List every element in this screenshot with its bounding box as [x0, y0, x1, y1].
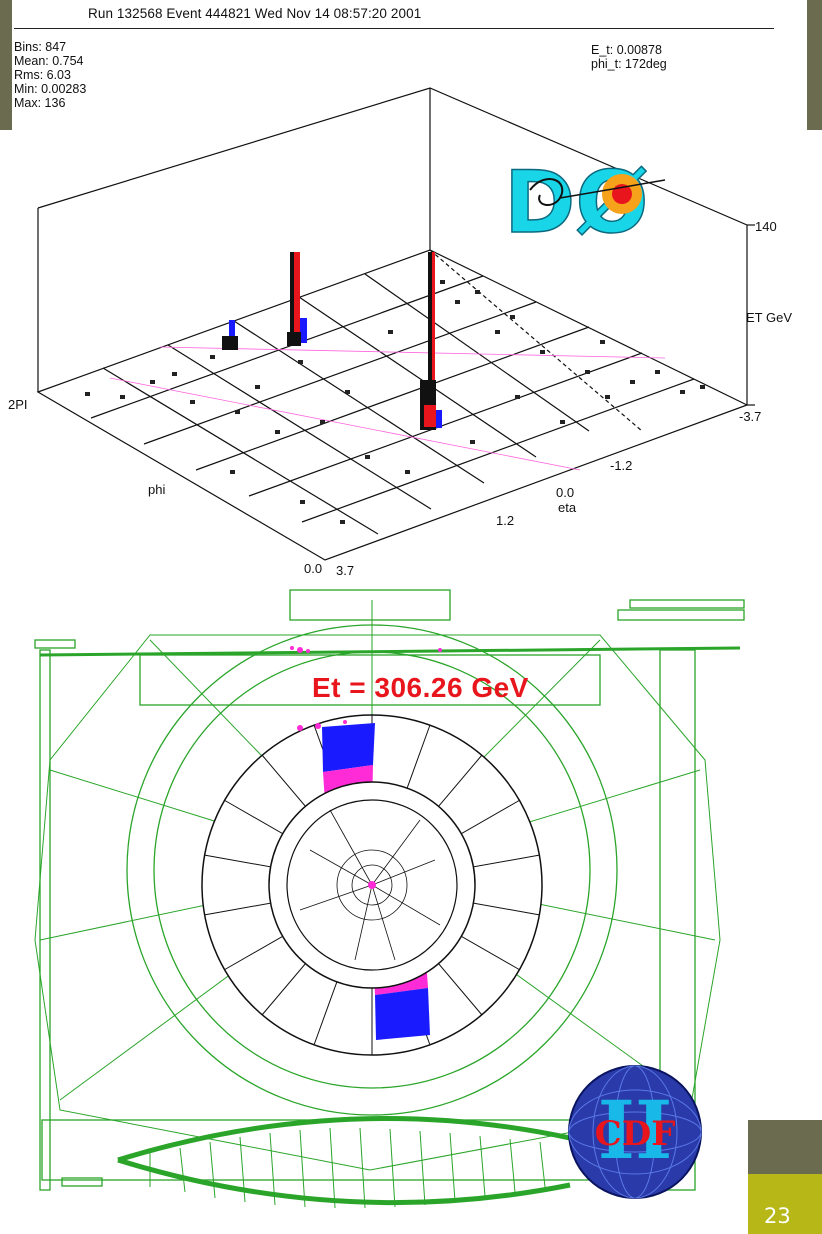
cdf-muon-hits: [290, 646, 442, 731]
stat-max: Max: 136: [14, 96, 66, 110]
lego-eta-tick-4: 3.7: [336, 563, 355, 578]
cdf-logo: II CDF: [568, 1065, 702, 1199]
header-divider: [14, 28, 774, 29]
lego-eta-tick-3: 1.2: [496, 513, 515, 528]
cdf-logo-letters: CDF: [595, 1114, 676, 1154]
lego-eta-label: eta: [558, 500, 577, 515]
histogram-stats: Bins: 847 Mean: 0.754 Rms: 6.03 Min: 0.0…: [14, 40, 86, 110]
page-badge-top: [748, 1120, 822, 1174]
lego-eta-tick-0: -3.7: [739, 409, 762, 424]
et-value-label: Et = 306.26 GeV: [312, 672, 529, 703]
event-missing-et: E_t: 0.00878 phi_t: 172deg: [591, 43, 667, 71]
lego-phi-max-label: 2PI: [8, 397, 28, 412]
run-event-header: Run 132568 Event 444821 Wed Nov 14 08:57…: [88, 6, 422, 21]
page-badge: [748, 1174, 822, 1234]
cdf-had-deposit-bottom: [375, 988, 430, 1040]
cdf-had-deposit-top: [322, 723, 375, 772]
lego-phi-label: phi: [148, 482, 166, 497]
lego-phi-zero-label: 0.0: [304, 561, 323, 576]
lego-eta-tick-1: -1.2: [610, 458, 633, 473]
stat-mean: Mean: 0.754: [14, 54, 84, 68]
stat-rms: Rms: 6.03: [14, 68, 71, 82]
lego-z-axis-label: ET GeV: [746, 310, 793, 325]
event-phi-t: phi_t: 172deg: [591, 57, 667, 71]
lego-tall-towers: [222, 252, 442, 430]
stat-min: Min: 0.00283: [14, 82, 87, 96]
event-e-t: E_t: 0.00878: [591, 43, 662, 57]
lego-floor: [36, 249, 749, 561]
page-number: 23: [764, 1204, 791, 1228]
stat-bins: Bins: 847: [14, 40, 67, 54]
lego-small-towers: [85, 280, 705, 524]
lego-z-max-label: 140: [755, 219, 777, 234]
cdf-bottom-arc-upper: [117, 1115, 571, 1163]
cdf-event-display: [34, 589, 745, 1209]
lego-eta-tick-2: 0.0: [556, 485, 575, 500]
event-info-panel: [12, 0, 807, 130]
cdf-bottom-arc-lower: [117, 1157, 571, 1206]
cdf-logo-numeral: II: [598, 1083, 673, 1177]
cdf-tracks: [299, 809, 441, 961]
lego-back-frame: [37, 87, 748, 405]
d0-logo: DØ: [503, 152, 666, 250]
lego-plot: [36, 87, 755, 561]
